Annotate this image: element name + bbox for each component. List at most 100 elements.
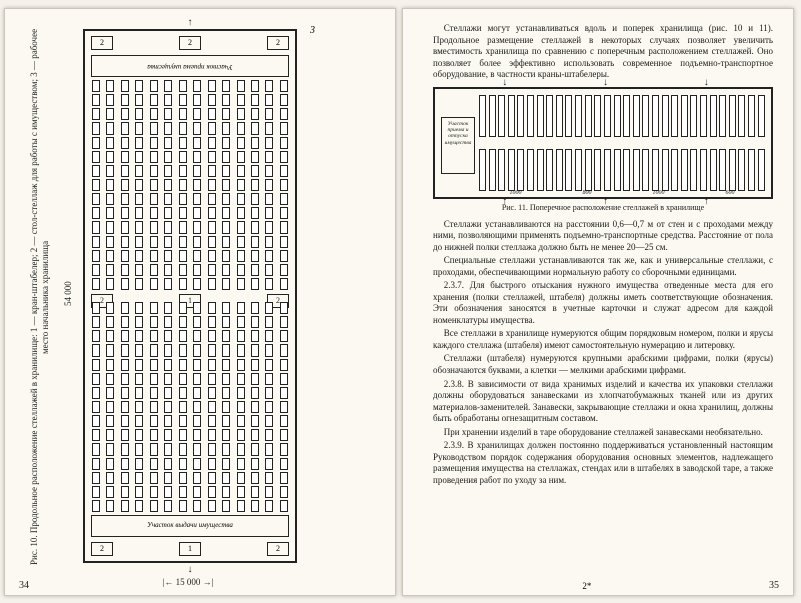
figure-11-plan: ↓ ↓ ↓ ↑ ↑ ↑ Участок приема и отпуска иму…	[433, 87, 773, 199]
shelf-cell	[121, 151, 129, 163]
shelf-cell	[193, 221, 201, 233]
shelf-cell	[106, 108, 114, 120]
shelf-cell	[135, 108, 143, 120]
zone-issuing: Участок выдачи имущества	[91, 515, 289, 537]
figure-10-caption: Рис. 10. Продольное расположение стеллаж…	[29, 21, 55, 573]
shelf-cell	[280, 415, 288, 427]
shelf-cell	[222, 373, 230, 385]
shelf-cell	[92, 151, 100, 163]
shelf-cell	[265, 151, 273, 163]
page-number-right: 35	[769, 580, 779, 591]
shelf-cell	[265, 330, 273, 342]
shelf-unit	[556, 95, 563, 137]
shelf-cell	[237, 207, 245, 219]
shelf-cell	[92, 264, 100, 276]
figure-11: ↓ ↓ ↓ ↑ ↑ ↑ Участок приема и отпуска иму…	[433, 87, 773, 213]
shelf-unit	[748, 149, 755, 191]
print-signature: 2*	[582, 581, 591, 591]
shelf-cell	[265, 250, 273, 262]
shelf-cell	[92, 122, 100, 134]
shelf-cell	[237, 122, 245, 134]
shelf-column	[164, 79, 172, 291]
shelf-cell	[208, 330, 216, 342]
shelf-cell	[265, 359, 273, 371]
shelf-cell	[135, 359, 143, 371]
shelf-cell	[208, 264, 216, 276]
shelf-cell	[265, 122, 273, 134]
shelf-cell	[92, 94, 100, 106]
shelf-cell	[135, 373, 143, 385]
shelf-cell	[280, 264, 288, 276]
shelf-cell	[208, 221, 216, 233]
shelf-cell	[208, 165, 216, 177]
shelf-unit	[527, 95, 534, 137]
shelf-cell	[208, 137, 216, 149]
shelf-cell	[150, 151, 158, 163]
page-34: Рис. 10. Продольное расположение стеллаж…	[4, 8, 396, 596]
shelf-unit	[729, 95, 736, 137]
shelf-column	[121, 301, 129, 513]
shelf-cell	[280, 221, 288, 233]
shelf-cell	[251, 108, 259, 120]
shelf-cell	[135, 122, 143, 134]
figure-10-top-stations: 222	[91, 35, 289, 51]
shelf-cell	[135, 236, 143, 248]
shelf-cell	[222, 278, 230, 290]
shelf-cell	[222, 316, 230, 328]
shelf-cell	[164, 221, 172, 233]
shelf-cell	[164, 359, 172, 371]
shelf-unit	[594, 149, 601, 191]
shelf-unit	[479, 95, 486, 137]
shelf-cell	[92, 401, 100, 413]
shelf-cell	[179, 264, 187, 276]
shelf-cell	[222, 500, 230, 512]
shelf-cell	[193, 500, 201, 512]
shelf-cell	[92, 387, 100, 399]
shelf-cell	[150, 458, 158, 470]
shelf-cell	[106, 193, 114, 205]
shelf-cell	[164, 108, 172, 120]
shelf-cell	[208, 500, 216, 512]
figure-10-length-dim: 54 000	[63, 29, 79, 559]
shelf-cell	[222, 108, 230, 120]
shelf-column	[280, 301, 288, 513]
zone-receive-issue: Участок приема и отпуска имущества	[441, 117, 475, 174]
shelf-cell	[121, 165, 129, 177]
station-marker: 2	[267, 36, 289, 50]
shelf-cell	[135, 179, 143, 191]
shelf-cell	[106, 94, 114, 106]
shelf-cell	[150, 278, 158, 290]
shelf-cell	[179, 302, 187, 314]
shelf-cell	[193, 486, 201, 498]
shelf-cell	[150, 250, 158, 262]
shelf-unit	[517, 95, 524, 137]
shelf-cell	[179, 500, 187, 512]
shelf-column	[92, 301, 100, 513]
shelf-unit	[662, 149, 669, 191]
shelf-unit	[710, 95, 717, 137]
shelf-cell	[208, 193, 216, 205]
shelf-cell	[135, 165, 143, 177]
shelf-cell	[251, 94, 259, 106]
shelf-cell	[179, 443, 187, 455]
figure-11-shelving	[479, 95, 765, 191]
shelf-unit	[623, 149, 630, 191]
shelf-cell	[251, 165, 259, 177]
shelf-cell	[92, 108, 100, 120]
shelf-unit	[604, 149, 611, 191]
shelf-unit	[738, 95, 745, 137]
shelf-cell	[106, 207, 114, 219]
shelf-cell	[150, 316, 158, 328]
shelf-cell	[150, 429, 158, 441]
figure-10-width-dim: |← 15 000 →|	[83, 577, 293, 587]
shelf-unit	[710, 149, 717, 191]
shelf-unit	[585, 149, 592, 191]
shelf-cell	[280, 179, 288, 191]
shelf-unit	[671, 95, 678, 137]
shelf-cell	[280, 316, 288, 328]
shelf-cell	[164, 250, 172, 262]
shelf-cell	[106, 373, 114, 385]
shelf-unit	[585, 95, 592, 137]
shelf-cell	[121, 500, 129, 512]
shelf-cell	[92, 429, 100, 441]
